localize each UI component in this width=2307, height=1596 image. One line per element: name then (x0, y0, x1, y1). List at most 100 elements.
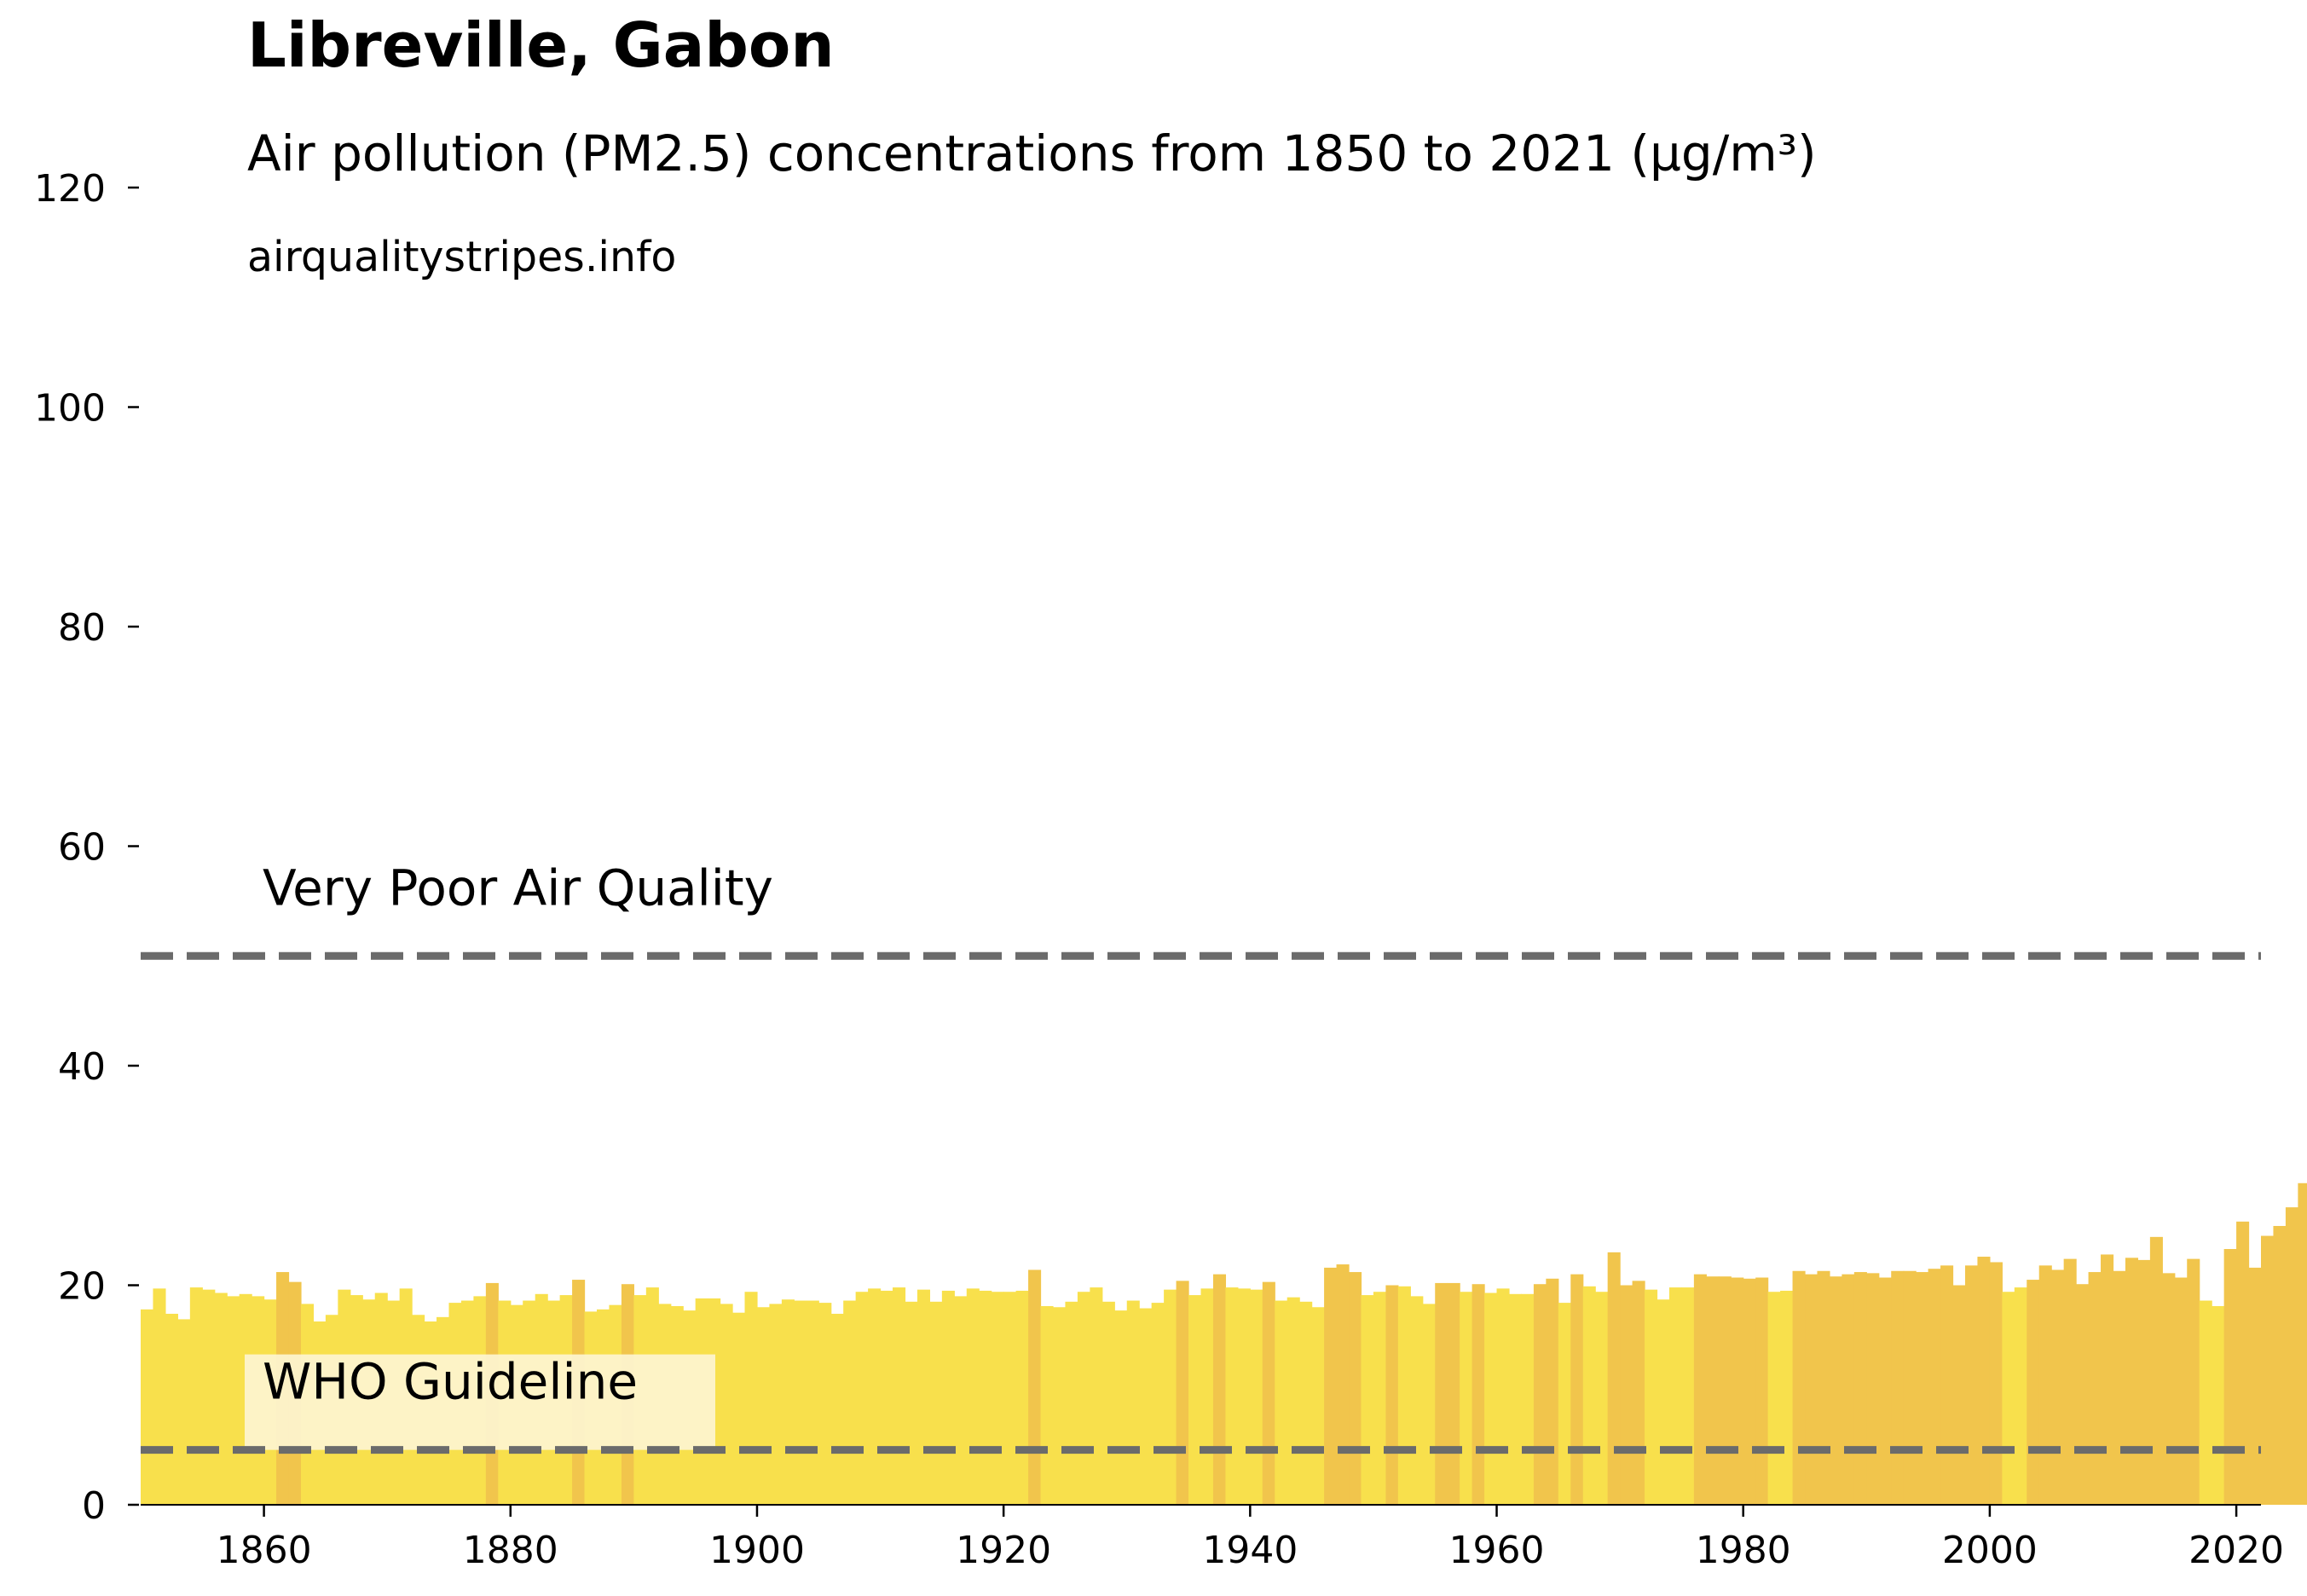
bar-1853 (177, 1319, 191, 1505)
bar-1943 (1286, 1297, 1300, 1505)
bar-2011 (2125, 1258, 2139, 1505)
bar-1954 (1422, 1304, 1436, 1505)
bar-1912 (905, 1301, 918, 1505)
x-tick-label: 1960 (1449, 1529, 1545, 1572)
bar-1966 (1570, 1274, 1584, 1506)
bar-1918 (979, 1290, 992, 1505)
bar-1984 (1792, 1270, 1806, 1505)
bar-2009 (2101, 1254, 2114, 1505)
bar-2008 (2088, 1272, 2102, 1505)
bar-1855 (202, 1289, 216, 1505)
y-tick-label: 60 (58, 826, 106, 870)
bar-2005 (2051, 1269, 2065, 1505)
bar-1923 (1040, 1305, 1054, 1505)
bar-2020 (2236, 1221, 2250, 1505)
bar-1950 (1373, 1292, 1386, 1505)
bar-1981 (1755, 1277, 1769, 1505)
bar-1850 (141, 1309, 154, 1505)
y-tick-label: 20 (58, 1265, 106, 1309)
y-tick-label: 120 (34, 167, 106, 211)
x-tick-label: 1980 (1696, 1529, 1791, 1572)
bar-1971 (1632, 1281, 1645, 1505)
bar-1851 (153, 1288, 166, 1505)
x-tick-label: 1900 (709, 1529, 805, 1572)
x-tick-label: 1920 (956, 1529, 1051, 1572)
bar-1978 (1718, 1276, 1732, 1505)
bar-1964 (1546, 1278, 1559, 1505)
bar-1907 (843, 1300, 857, 1505)
bar-1905 (818, 1303, 832, 1505)
bar-2003 (2027, 1280, 2040, 1505)
bar-1927 (1090, 1287, 1103, 1505)
x-axis: 1860 1880 1900 1920 1940 1960 1980 2000 2020 (141, 1504, 2284, 1572)
bar-2015 (2174, 1277, 2188, 1505)
bar-1956 (1447, 1282, 1460, 1505)
bar-1857 (227, 1296, 240, 1506)
bar-1936 (1200, 1288, 1214, 1505)
bar-2007 (2076, 1284, 2090, 1505)
chart-subtitle: Air pollution (PM2.5) concentrations fro… (247, 124, 1817, 182)
bar-1999 (1977, 1257, 1991, 1505)
bar-2023 (2273, 1225, 2287, 1505)
bar-1968 (1595, 1292, 1609, 1505)
bar-2016 (2187, 1258, 2200, 1505)
bar-1973 (1657, 1299, 1670, 1505)
y-tick-label: 40 (58, 1045, 106, 1089)
bar-1960 (1496, 1288, 1510, 1505)
bar-1983 (1780, 1290, 1794, 1505)
bar-1917 (966, 1288, 980, 1505)
bar-2014 (2162, 1273, 2176, 1505)
bar-2013 (2149, 1236, 2163, 1505)
guideline-label-background (245, 1354, 715, 1450)
bar-1965 (1558, 1303, 1571, 1505)
bar-1925 (1065, 1301, 1078, 1505)
bar-1977 (1706, 1276, 1720, 1505)
x-tick-label: 1860 (217, 1529, 312, 1572)
bar-1903 (794, 1300, 807, 1505)
bar-1997 (1952, 1285, 1966, 1505)
bar-1942 (1275, 1300, 1288, 1505)
chart-source: airqualitystripes.info (247, 233, 676, 281)
bar-1998 (1964, 1265, 1979, 1505)
bar-2019 (2223, 1249, 2237, 1505)
bar-1986 (1817, 1270, 1830, 1505)
bar-1931 (1139, 1308, 1153, 1505)
bar-1962 (1521, 1293, 1535, 1505)
bar-1914 (929, 1301, 943, 1505)
bar-1926 (1077, 1292, 1090, 1505)
bar-2002 (2014, 1287, 2027, 1505)
bar-1996 (1940, 1265, 1954, 1505)
y-axis: 0 20 40 60 80 100 120 (34, 167, 139, 1528)
x-tick-label: 2020 (2188, 1529, 2284, 1572)
bar-1924 (1052, 1307, 1067, 1505)
bar-2001 (2002, 1292, 2015, 1505)
bar-1958 (1472, 1284, 1485, 1505)
bar-1976 (1693, 1274, 1707, 1506)
bar-1989 (1853, 1272, 1867, 1505)
bar-series (141, 1183, 2307, 1506)
bar-2018 (2212, 1305, 2225, 1505)
x-tick-label: 1880 (463, 1529, 558, 1572)
chart-title: Libreville, Gabon (247, 9, 835, 81)
bar-1985 (1805, 1274, 1818, 1506)
bar-1949 (1361, 1295, 1374, 1505)
bar-1982 (1767, 1292, 1781, 1505)
bar-1897 (720, 1304, 733, 1505)
bar-1967 (1582, 1286, 1596, 1505)
bar-1900 (756, 1307, 771, 1505)
bar-1929 (1114, 1310, 1128, 1505)
bar-1969 (1607, 1252, 1621, 1506)
bar-1921 (1015, 1290, 1029, 1505)
bar-1938 (1225, 1287, 1239, 1505)
bar-1910 (880, 1290, 893, 1505)
bar-2017 (2199, 1300, 2212, 1505)
bar-1995 (1928, 1269, 1941, 1505)
bar-1932 (1151, 1303, 1165, 1505)
reference-lines: Very Poor Air Quality WHO Guideline (141, 859, 2261, 1454)
bar-2022 (2261, 1235, 2275, 1505)
bar-1922 (1028, 1269, 1042, 1505)
y-tick-label: 0 (82, 1484, 106, 1528)
reference-line-label: WHO Guideline (263, 1353, 638, 1411)
bar-1952 (1397, 1286, 1411, 1505)
bar-1930 (1126, 1300, 1140, 1505)
